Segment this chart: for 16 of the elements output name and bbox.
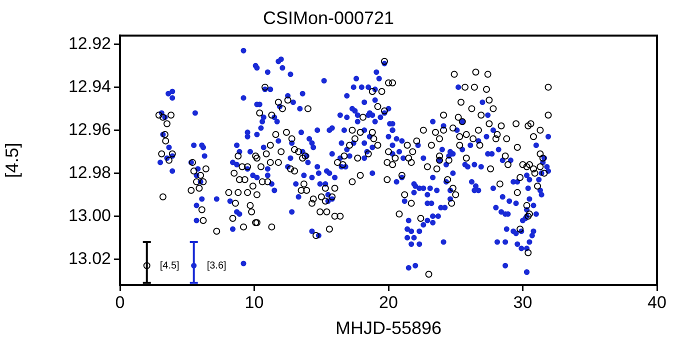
x-tick-label: 40 (648, 292, 666, 312)
y-tick-label: 12.94 (68, 76, 111, 96)
x-tick-label: 0 (115, 292, 125, 312)
y-tick-label: 12.92 (68, 34, 111, 53)
y-tick-label: 13.02 (68, 248, 111, 268)
y-tick-label: 12.98 (68, 162, 111, 182)
x-axis-title: MHJD-55896 (335, 318, 442, 338)
y-tick-label: 12.96 (68, 120, 111, 139)
series-label: [3.6] (206, 260, 227, 272)
x-tick-label: 30 (513, 292, 532, 312)
x-tick-label: 20 (379, 292, 398, 312)
series-label: [4.5] (160, 260, 180, 272)
y-axis-title: [4.5] (2, 142, 22, 178)
x-tick-label: 10 (244, 292, 264, 312)
chart-title: CSIMon-000721 (262, 8, 394, 28)
y-tick-label: 13.00 (68, 206, 111, 225)
